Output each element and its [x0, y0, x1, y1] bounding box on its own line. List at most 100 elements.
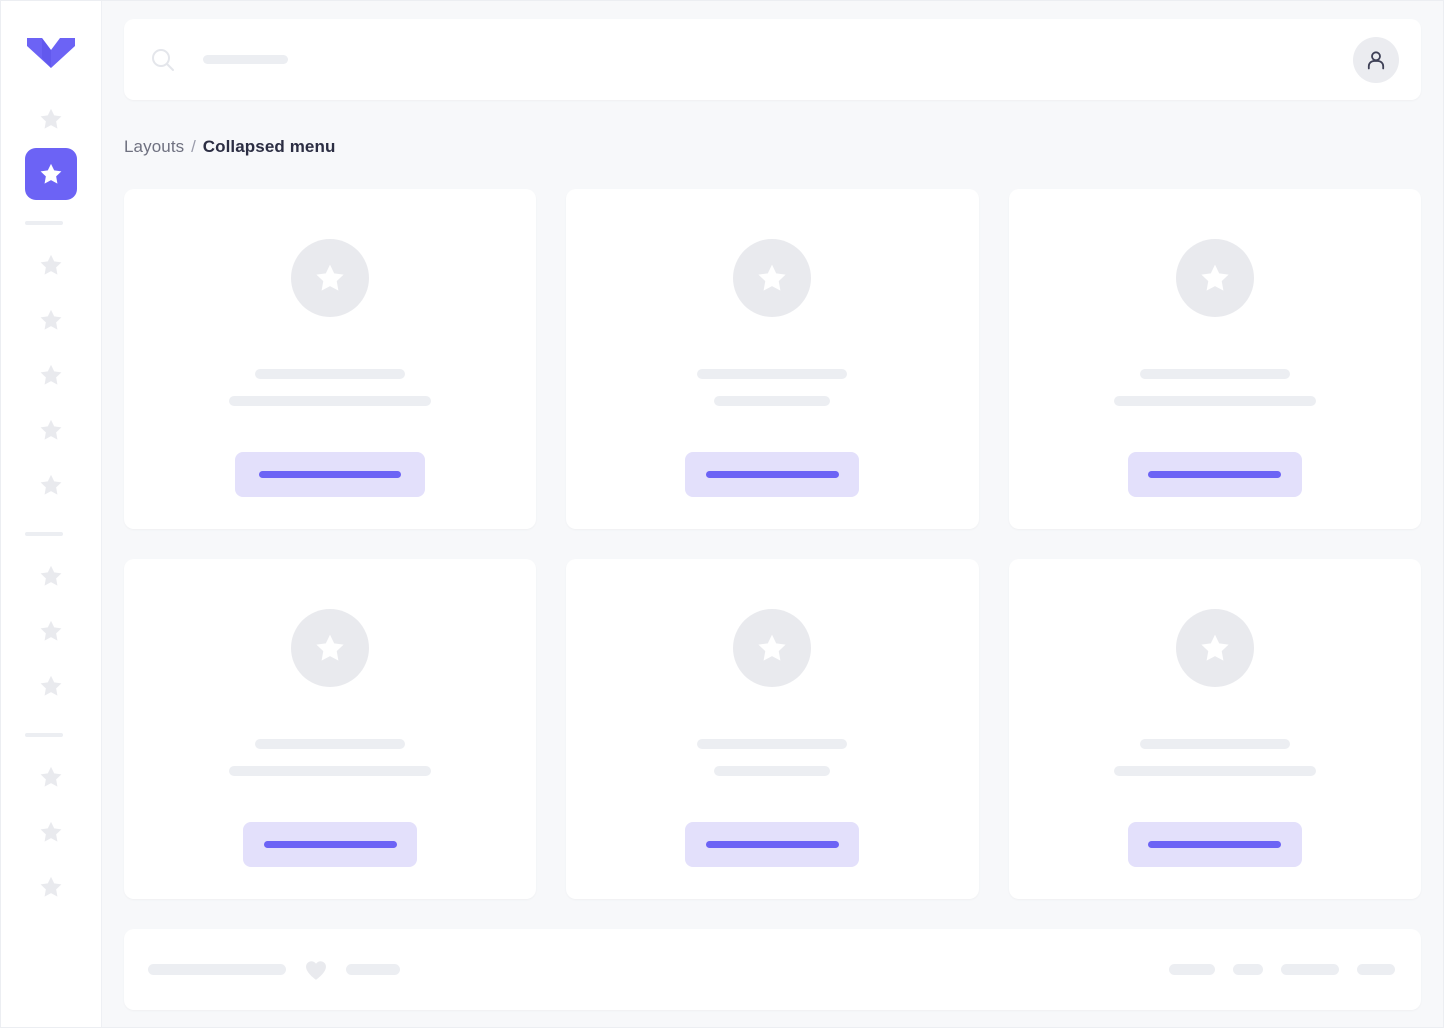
sidebar-group — [25, 239, 77, 514]
sidebar-nav — [25, 93, 77, 916]
sidebar-divider — [25, 532, 63, 536]
card-grid — [124, 189, 1421, 899]
search-input[interactable] — [150, 47, 1353, 73]
card-skeleton-line-2 — [714, 396, 831, 406]
search-icon — [152, 48, 174, 71]
card-action-button[interactable] — [243, 822, 418, 867]
app-logo[interactable] — [25, 27, 77, 79]
card-avatar — [733, 609, 812, 687]
card-avatar — [291, 609, 370, 687]
card-avatar — [1175, 239, 1254, 317]
card-action-button[interactable] — [1127, 452, 1302, 497]
card-text-placeholder — [124, 739, 536, 776]
content-card[interactable] — [566, 559, 979, 899]
card-action-button[interactable] — [1127, 822, 1302, 867]
sidebar-item[interactable] — [25, 550, 77, 602]
star-icon — [1201, 634, 1229, 661]
sidebar-item-active[interactable] — [25, 148, 77, 200]
content-card[interactable] — [566, 189, 979, 529]
breadcrumb: Layouts / Collapsed menu — [124, 137, 1421, 157]
card-button-label-placeholder — [1148, 471, 1282, 478]
card-text-placeholder — [566, 739, 978, 776]
star-icon — [40, 419, 62, 440]
card-action-button[interactable] — [685, 452, 860, 497]
star-icon — [316, 634, 344, 661]
account-avatar-button[interactable] — [1353, 36, 1399, 83]
card-skeleton-line-1 — [697, 739, 848, 749]
sidebar-item[interactable] — [25, 751, 77, 803]
card-skeleton-line-2 — [714, 766, 831, 776]
footer-right-skeleton-3 — [1281, 964, 1339, 975]
star-icon — [758, 634, 787, 661]
card-avatar — [291, 239, 370, 317]
chevron-down-logo-icon — [27, 38, 75, 68]
card-button-label-placeholder — [705, 471, 839, 478]
breadcrumb-current: Collapsed menu — [202, 137, 336, 156]
card-avatar — [733, 239, 812, 317]
sidebar-item[interactable] — [25, 605, 77, 657]
star-icon — [40, 309, 62, 330]
card-text-placeholder — [1009, 739, 1421, 776]
sidebar-item[interactable] — [25, 93, 77, 145]
card-avatar — [1175, 609, 1254, 687]
sidebar-divider — [25, 733, 63, 737]
card-button-label-placeholder — [259, 471, 402, 478]
content-card[interactable] — [1008, 189, 1421, 529]
card-text-placeholder — [1009, 369, 1421, 406]
sidebar-item[interactable] — [25, 349, 77, 401]
card-skeleton-line-2 — [229, 766, 432, 776]
star-icon — [40, 364, 62, 385]
footer-bar — [124, 929, 1421, 1010]
footer-right-skeleton-2 — [1233, 964, 1263, 975]
sidebar — [1, 1, 102, 1027]
sidebar-item[interactable] — [25, 404, 77, 456]
breadcrumb-separator: / — [191, 137, 196, 156]
star-icon — [40, 108, 62, 129]
card-action-button[interactable] — [685, 822, 860, 867]
sidebar-item[interactable] — [25, 239, 77, 291]
card-action-button[interactable] — [235, 452, 426, 497]
footer-left-skeleton-1 — [148, 964, 286, 975]
card-button-label-placeholder — [705, 841, 839, 848]
sidebar-group — [25, 93, 77, 203]
footer-left-skeleton-3 — [346, 964, 400, 975]
top-bar — [124, 19, 1421, 100]
star-icon — [40, 163, 62, 184]
star-icon — [316, 264, 344, 291]
sidebar-item[interactable] — [25, 806, 77, 858]
sidebar-item[interactable] — [25, 660, 77, 712]
breadcrumb-parent[interactable]: Layouts — [124, 137, 185, 156]
card-text-placeholder — [124, 369, 536, 406]
star-icon — [1201, 264, 1229, 291]
search-placeholder — [203, 55, 288, 64]
footer-right-group — [1169, 964, 1395, 975]
card-skeleton-line-1 — [255, 369, 406, 379]
content-card[interactable] — [1008, 559, 1421, 899]
star-icon — [40, 474, 62, 495]
card-skeleton-line-2 — [229, 396, 432, 406]
sidebar-divider — [25, 221, 63, 225]
star-icon — [40, 821, 62, 842]
card-button-label-placeholder — [263, 841, 397, 848]
content-card[interactable] — [124, 189, 537, 529]
footer-left-group — [148, 957, 400, 983]
card-skeleton-line-1 — [1139, 739, 1290, 749]
main-content: Layouts / Collapsed menu — [102, 1, 1443, 1027]
content-card[interactable] — [124, 559, 537, 899]
card-skeleton-line-1 — [1139, 369, 1290, 379]
card-text-placeholder — [566, 369, 978, 406]
sidebar-group — [25, 751, 77, 916]
star-icon — [40, 766, 62, 787]
sidebar-group — [25, 550, 77, 715]
sidebar-item[interactable] — [25, 861, 77, 913]
sidebar-item[interactable] — [25, 459, 77, 511]
star-icon — [40, 620, 62, 641]
star-icon — [40, 675, 62, 696]
card-button-label-placeholder — [1148, 841, 1282, 848]
card-skeleton-line-2 — [1113, 396, 1316, 406]
heart-icon[interactable] — [303, 957, 329, 983]
card-skeleton-line-1 — [255, 739, 406, 749]
star-icon — [40, 565, 62, 586]
sidebar-item[interactable] — [25, 294, 77, 346]
